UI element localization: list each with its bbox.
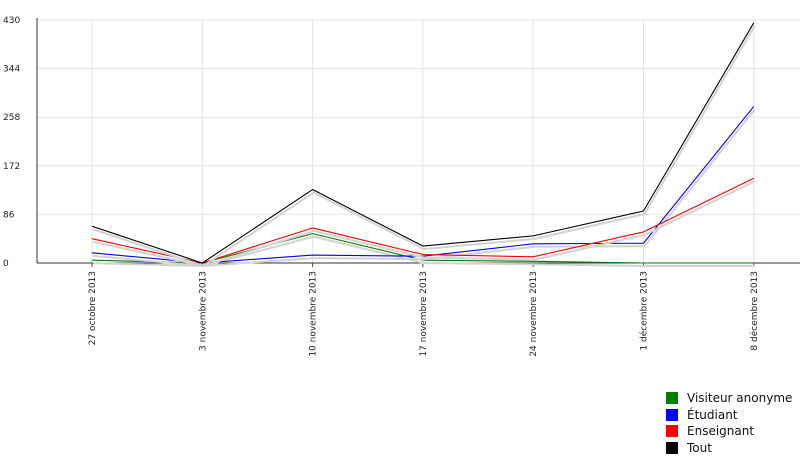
y-tick-label: 86 xyxy=(3,210,15,220)
legend-item: Étudiant xyxy=(666,407,792,424)
series-shadow xyxy=(92,25,756,267)
legend-swatch xyxy=(666,425,678,438)
y-tick-label: 344 xyxy=(3,65,20,75)
legend-swatch xyxy=(666,441,678,454)
x-tick-labels: 27 octobre 2013 3 novembre 2013 10 novembr… xyxy=(88,271,760,357)
legend-label: Tout xyxy=(687,440,712,455)
series-lines xyxy=(91,22,756,267)
legend: Visiteur anonyme Étudiant Enseignant Tout xyxy=(666,390,792,456)
x-tick-label: 10 novembre 2013 xyxy=(309,271,319,357)
series-shadow xyxy=(92,108,756,267)
y-tick-label: 430 xyxy=(3,16,20,26)
x-tick-label: 3 novembre 2013 xyxy=(198,271,208,351)
grid xyxy=(37,19,800,263)
y-tick-label: 172 xyxy=(3,162,20,172)
legend-item: Enseignant xyxy=(666,423,792,440)
legend-item: Visiteur anonyme xyxy=(666,390,792,407)
legend-label: Visiteur anonyme xyxy=(687,391,793,406)
legend-swatch xyxy=(666,392,678,405)
x-tick-label: 17 novembre 2013 xyxy=(419,271,429,357)
y-tick-labels: 0 86 172 258 344 430 xyxy=(3,16,20,269)
x-tick-label: 1 décembre 2013 xyxy=(639,271,650,351)
y-tick-label: 0 xyxy=(3,259,9,269)
x-tick-label: 27 octobre 2013 xyxy=(88,271,98,345)
legend-label: Enseignant xyxy=(687,424,755,439)
legend-swatch xyxy=(666,408,678,421)
legend-label: Étudiant xyxy=(687,407,738,422)
legend-item: Tout xyxy=(666,440,792,457)
series-line xyxy=(91,22,755,264)
x-tick-label: 24 novembre 2013 xyxy=(529,271,539,357)
y-tick-label: 258 xyxy=(3,113,20,123)
x-tick-label: 8 décembre 2013 xyxy=(749,271,760,351)
